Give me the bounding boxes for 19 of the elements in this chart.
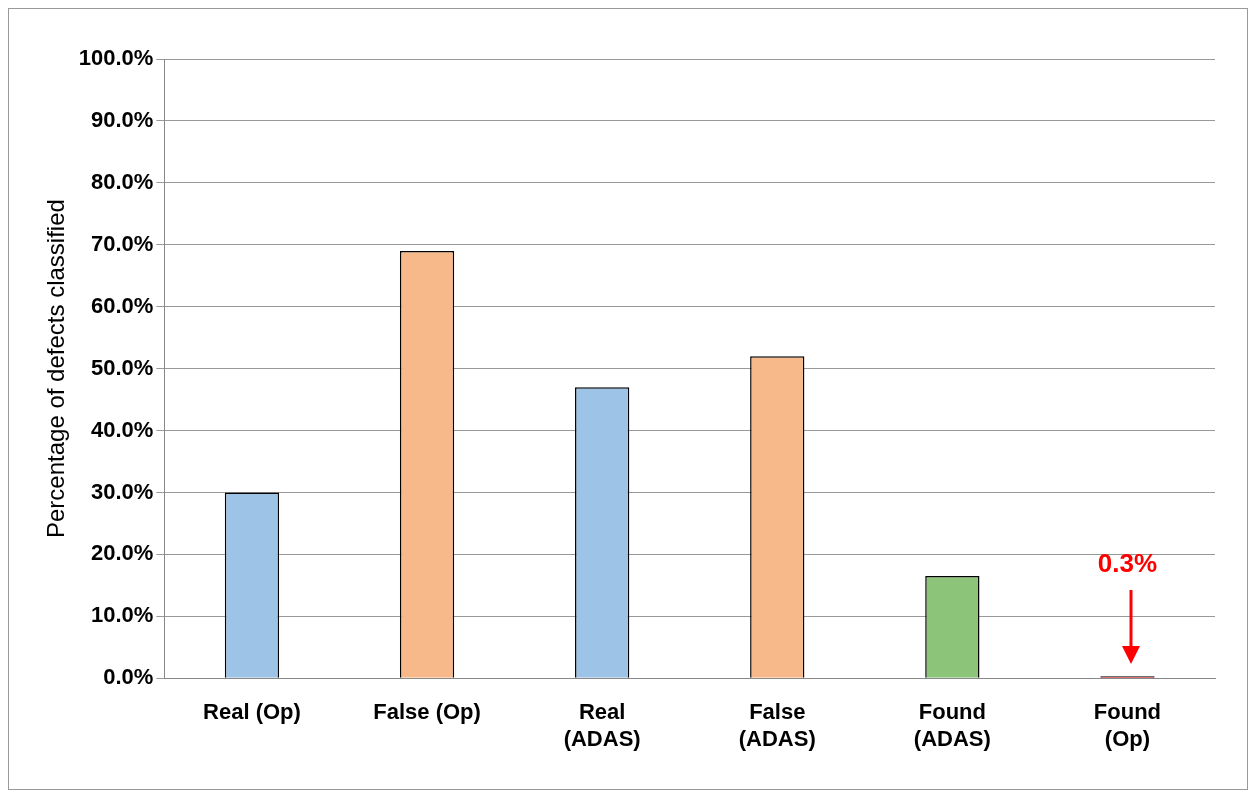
x-tick-label: Real (ADAS) bbox=[563, 699, 641, 751]
x-tick-label: Real (Op) bbox=[203, 699, 301, 725]
y-tick-label: 10.0% bbox=[91, 602, 154, 628]
y-tick-label: 40.0% bbox=[91, 416, 154, 442]
y-tick-label: 0.0% bbox=[103, 664, 154, 690]
y-tick-label: 70.0% bbox=[91, 230, 154, 256]
y-axis-title: Percentage of defects classified bbox=[42, 199, 70, 539]
x-tick-label: Found (Op) bbox=[1093, 699, 1162, 751]
y-tick-label: 60.0% bbox=[91, 292, 154, 318]
y-tick-label: 90.0% bbox=[91, 106, 154, 132]
annotation: 0.3% bbox=[1097, 548, 1158, 579]
y-tick-label: 20.0% bbox=[91, 540, 154, 566]
y-tick-label: 50.0% bbox=[91, 354, 154, 380]
x-tick-label: Found (ADAS) bbox=[913, 699, 991, 751]
x-tick-label: False (ADAS) bbox=[738, 699, 816, 751]
y-tick-label: 30.0% bbox=[91, 478, 154, 504]
y-tick-label: 80.0% bbox=[91, 168, 154, 194]
x-tick-label: False (Op) bbox=[373, 699, 481, 725]
y-tick-label: 100.0% bbox=[78, 45, 154, 71]
